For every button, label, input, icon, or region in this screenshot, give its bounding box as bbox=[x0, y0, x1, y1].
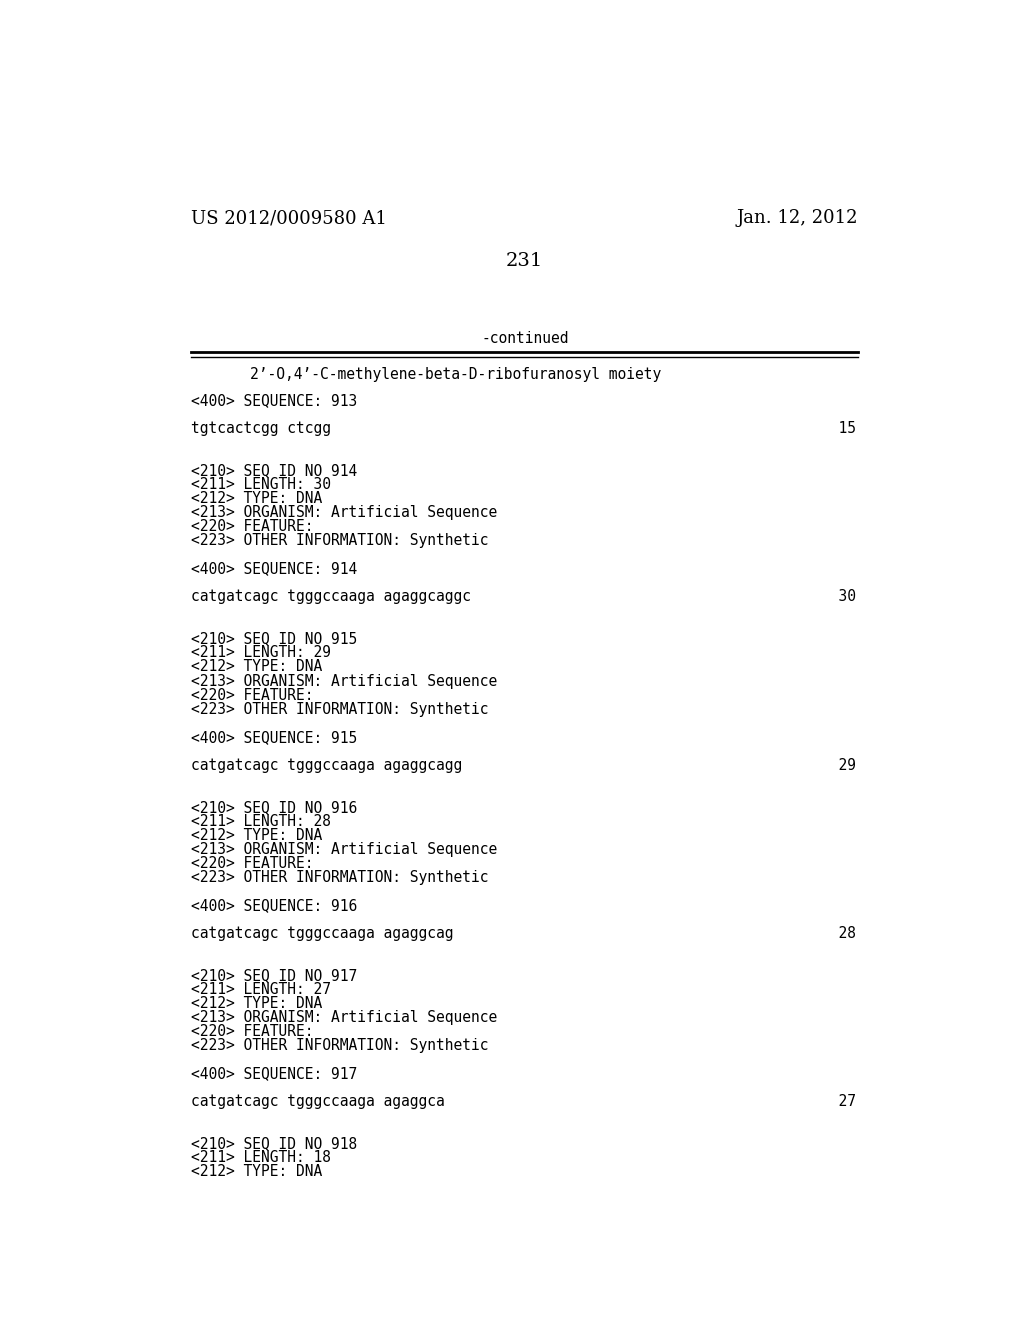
Text: <211> LENGTH: 27: <211> LENGTH: 27 bbox=[191, 982, 332, 997]
Text: 2’-O,4’-C-methylene-beta-D-ribofuranosyl moiety: 2’-O,4’-C-methylene-beta-D-ribofuranosyl… bbox=[215, 367, 662, 381]
Text: <210> SEQ ID NO 917: <210> SEQ ID NO 917 bbox=[191, 968, 357, 983]
Text: <220> FEATURE:: <220> FEATURE: bbox=[191, 1024, 314, 1039]
Text: catgatcagc tgggccaaga agaggcagg                                           29: catgatcagc tgggccaaga agaggcagg 29 bbox=[191, 758, 856, 772]
Text: <213> ORGANISM: Artificial Sequence: <213> ORGANISM: Artificial Sequence bbox=[191, 506, 498, 520]
Text: <212> TYPE: DNA: <212> TYPE: DNA bbox=[191, 491, 323, 506]
Text: <223> OTHER INFORMATION: Synthetic: <223> OTHER INFORMATION: Synthetic bbox=[191, 870, 489, 884]
Text: <211> LENGTH: 18: <211> LENGTH: 18 bbox=[191, 1151, 332, 1166]
Text: <213> ORGANISM: Artificial Sequence: <213> ORGANISM: Artificial Sequence bbox=[191, 673, 498, 689]
Text: <213> ORGANISM: Artificial Sequence: <213> ORGANISM: Artificial Sequence bbox=[191, 842, 498, 857]
Text: tgtcactcgg ctcgg                                                          15: tgtcactcgg ctcgg 15 bbox=[191, 421, 856, 436]
Text: <220> FEATURE:: <220> FEATURE: bbox=[191, 855, 314, 871]
Text: catgatcagc tgggccaaga agaggca                                             27: catgatcagc tgggccaaga agaggca 27 bbox=[191, 1094, 856, 1109]
Text: <400> SEQUENCE: 914: <400> SEQUENCE: 914 bbox=[191, 561, 357, 577]
Text: <213> ORGANISM: Artificial Sequence: <213> ORGANISM: Artificial Sequence bbox=[191, 1010, 498, 1026]
Text: <400> SEQUENCE: 917: <400> SEQUENCE: 917 bbox=[191, 1067, 357, 1081]
Text: <223> OTHER INFORMATION: Synthetic: <223> OTHER INFORMATION: Synthetic bbox=[191, 701, 489, 717]
Text: <211> LENGTH: 28: <211> LENGTH: 28 bbox=[191, 813, 332, 829]
Text: <400> SEQUENCE: 916: <400> SEQUENCE: 916 bbox=[191, 898, 357, 913]
Text: -continued: -continued bbox=[481, 331, 568, 346]
Text: Jan. 12, 2012: Jan. 12, 2012 bbox=[736, 210, 858, 227]
Text: US 2012/0009580 A1: US 2012/0009580 A1 bbox=[191, 210, 387, 227]
Text: <212> TYPE: DNA: <212> TYPE: DNA bbox=[191, 997, 323, 1011]
Text: <210> SEQ ID NO 916: <210> SEQ ID NO 916 bbox=[191, 800, 357, 814]
Text: <212> TYPE: DNA: <212> TYPE: DNA bbox=[191, 828, 323, 842]
Text: <223> OTHER INFORMATION: Synthetic: <223> OTHER INFORMATION: Synthetic bbox=[191, 1039, 489, 1053]
Text: <220> FEATURE:: <220> FEATURE: bbox=[191, 519, 314, 535]
Text: <223> OTHER INFORMATION: Synthetic: <223> OTHER INFORMATION: Synthetic bbox=[191, 533, 489, 548]
Text: 231: 231 bbox=[506, 252, 544, 269]
Text: <211> LENGTH: 29: <211> LENGTH: 29 bbox=[191, 645, 332, 660]
Text: <400> SEQUENCE: 915: <400> SEQUENCE: 915 bbox=[191, 730, 357, 744]
Text: catgatcagc tgggccaaga agaggcaggc                                          30: catgatcagc tgggccaaga agaggcaggc 30 bbox=[191, 589, 856, 605]
Text: catgatcagc tgggccaaga agaggcag                                            28: catgatcagc tgggccaaga agaggcag 28 bbox=[191, 927, 856, 941]
Text: <211> LENGTH: 30: <211> LENGTH: 30 bbox=[191, 477, 332, 492]
Text: <212> TYPE: DNA: <212> TYPE: DNA bbox=[191, 1164, 323, 1180]
Text: <210> SEQ ID NO 914: <210> SEQ ID NO 914 bbox=[191, 463, 357, 478]
Text: <212> TYPE: DNA: <212> TYPE: DNA bbox=[191, 660, 323, 675]
Text: <400> SEQUENCE: 913: <400> SEQUENCE: 913 bbox=[191, 393, 357, 408]
Text: <220> FEATURE:: <220> FEATURE: bbox=[191, 688, 314, 702]
Text: <210> SEQ ID NO 918: <210> SEQ ID NO 918 bbox=[191, 1137, 357, 1151]
Text: <210> SEQ ID NO 915: <210> SEQ ID NO 915 bbox=[191, 631, 357, 647]
